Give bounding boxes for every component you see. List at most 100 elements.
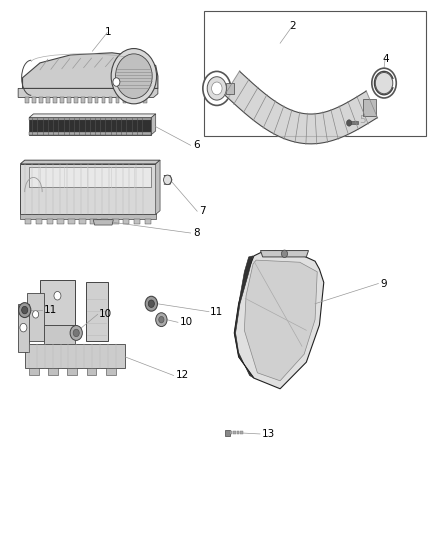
Polygon shape bbox=[90, 219, 97, 224]
Polygon shape bbox=[35, 219, 42, 224]
Polygon shape bbox=[60, 98, 64, 103]
Polygon shape bbox=[20, 164, 155, 214]
Text: 11: 11 bbox=[43, 305, 57, 315]
Polygon shape bbox=[109, 98, 113, 103]
Circle shape bbox=[148, 300, 154, 308]
Text: 5: 5 bbox=[359, 115, 365, 125]
Text: 1: 1 bbox=[105, 27, 111, 37]
Polygon shape bbox=[25, 344, 125, 368]
Polygon shape bbox=[233, 431, 236, 434]
Text: 6: 6 bbox=[193, 140, 199, 150]
Polygon shape bbox=[225, 430, 230, 435]
Circle shape bbox=[203, 71, 231, 106]
Polygon shape bbox=[53, 98, 57, 103]
Circle shape bbox=[111, 49, 156, 104]
Polygon shape bbox=[57, 219, 64, 224]
Circle shape bbox=[70, 326, 82, 341]
Polygon shape bbox=[29, 132, 151, 135]
Circle shape bbox=[346, 120, 352, 126]
Circle shape bbox=[163, 175, 171, 184]
Polygon shape bbox=[123, 98, 127, 103]
Polygon shape bbox=[123, 219, 130, 224]
Circle shape bbox=[18, 303, 31, 318]
Polygon shape bbox=[48, 368, 58, 375]
Polygon shape bbox=[29, 118, 151, 135]
Polygon shape bbox=[151, 114, 155, 135]
Polygon shape bbox=[116, 98, 120, 103]
Polygon shape bbox=[226, 83, 234, 94]
Circle shape bbox=[155, 313, 167, 327]
Polygon shape bbox=[18, 304, 29, 352]
Polygon shape bbox=[130, 98, 134, 103]
Polygon shape bbox=[18, 88, 158, 98]
Polygon shape bbox=[261, 251, 308, 257]
Circle shape bbox=[212, 82, 222, 95]
Text: 8: 8 bbox=[193, 228, 199, 238]
Circle shape bbox=[145, 296, 157, 311]
Circle shape bbox=[32, 311, 39, 318]
Polygon shape bbox=[87, 368, 96, 375]
Circle shape bbox=[116, 54, 152, 99]
Polygon shape bbox=[74, 98, 78, 103]
Polygon shape bbox=[137, 98, 141, 103]
Polygon shape bbox=[22, 53, 158, 88]
Polygon shape bbox=[39, 98, 42, 103]
Text: 13: 13 bbox=[262, 429, 275, 439]
Polygon shape bbox=[234, 251, 324, 389]
Polygon shape bbox=[237, 431, 239, 434]
Polygon shape bbox=[46, 219, 53, 224]
Polygon shape bbox=[144, 98, 148, 103]
Polygon shape bbox=[95, 98, 99, 103]
Polygon shape bbox=[20, 214, 155, 219]
Text: 9: 9 bbox=[381, 279, 387, 288]
Circle shape bbox=[21, 306, 28, 314]
Polygon shape bbox=[25, 98, 28, 103]
Polygon shape bbox=[225, 71, 378, 144]
Polygon shape bbox=[93, 220, 113, 225]
Text: 2: 2 bbox=[289, 21, 296, 31]
Polygon shape bbox=[67, 98, 71, 103]
Circle shape bbox=[159, 317, 164, 323]
Circle shape bbox=[20, 324, 27, 332]
Polygon shape bbox=[81, 98, 85, 103]
Circle shape bbox=[54, 292, 61, 300]
Polygon shape bbox=[40, 280, 75, 325]
Polygon shape bbox=[29, 368, 39, 375]
Polygon shape bbox=[349, 122, 358, 124]
Polygon shape bbox=[25, 219, 31, 224]
Polygon shape bbox=[68, 219, 75, 224]
Polygon shape bbox=[234, 256, 254, 378]
Polygon shape bbox=[230, 431, 232, 434]
Bar bbox=[204, 11, 426, 136]
Polygon shape bbox=[106, 368, 116, 375]
Polygon shape bbox=[240, 431, 243, 434]
Circle shape bbox=[372, 68, 396, 98]
Polygon shape bbox=[79, 219, 86, 224]
Polygon shape bbox=[244, 260, 317, 381]
Polygon shape bbox=[20, 160, 160, 164]
Circle shape bbox=[282, 250, 288, 257]
Text: 12: 12 bbox=[175, 370, 189, 381]
Text: 10: 10 bbox=[99, 309, 112, 319]
Polygon shape bbox=[29, 118, 151, 120]
Polygon shape bbox=[86, 282, 108, 341]
Polygon shape bbox=[134, 219, 141, 224]
Polygon shape bbox=[363, 99, 376, 116]
Polygon shape bbox=[46, 98, 49, 103]
Polygon shape bbox=[101, 219, 108, 224]
Text: 11: 11 bbox=[210, 306, 223, 317]
Polygon shape bbox=[32, 98, 35, 103]
Polygon shape bbox=[29, 166, 151, 187]
Text: 7: 7 bbox=[199, 206, 206, 216]
Polygon shape bbox=[102, 98, 106, 103]
Circle shape bbox=[207, 77, 226, 100]
Circle shape bbox=[73, 329, 79, 337]
Polygon shape bbox=[67, 368, 77, 375]
Circle shape bbox=[113, 78, 120, 86]
Polygon shape bbox=[112, 219, 119, 224]
Polygon shape bbox=[44, 325, 75, 352]
Polygon shape bbox=[27, 293, 44, 341]
Text: 4: 4 bbox=[383, 54, 389, 64]
Polygon shape bbox=[88, 98, 92, 103]
Text: 10: 10 bbox=[180, 317, 193, 327]
